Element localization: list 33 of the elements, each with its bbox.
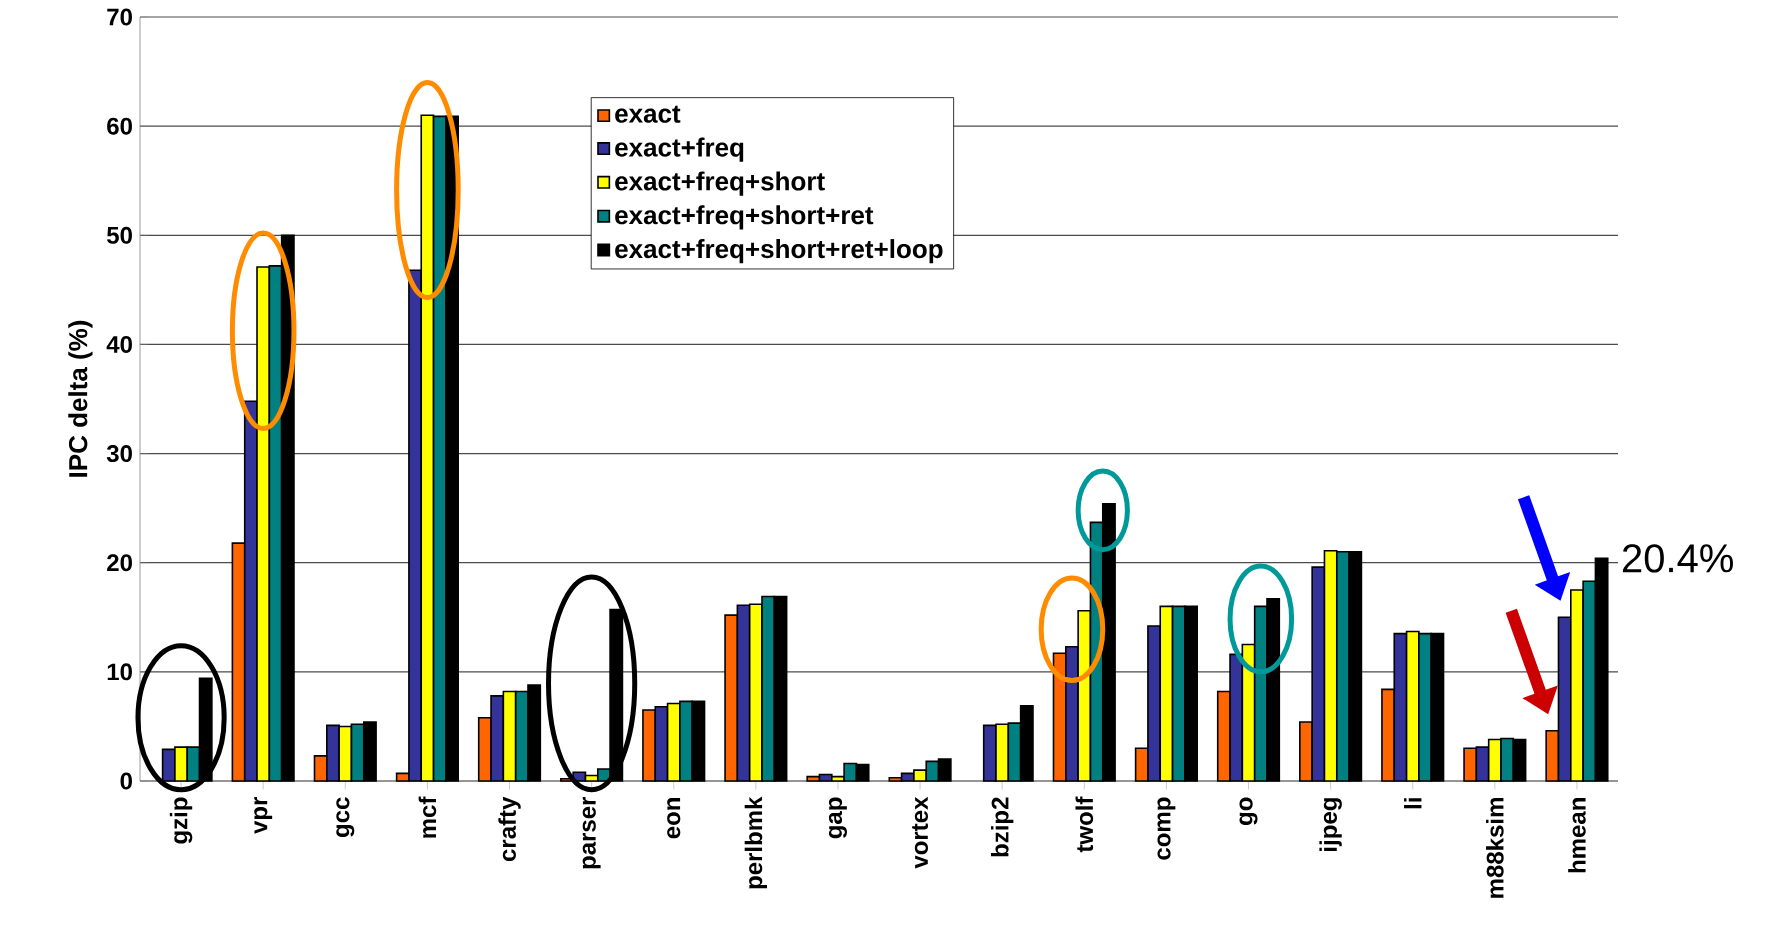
x-tick-label: hmean [1568,798,1586,873]
text: 20.4% [1622,544,1733,573]
legend-label: exact+freq [615,137,744,162]
y-tick-label: 0 [120,772,132,790]
x-tick-label: go [1239,797,1258,825]
x-tick-label: vortex [912,796,928,869]
legend-label: exact [615,105,681,123]
x-tick-label: vpr [254,796,273,834]
x-tick-label: twolf [1075,796,1094,853]
y-axis-title: IPC delta (%) [68,320,93,477]
y-tick-label: 40 [106,335,132,353]
x-tick-label: ijpeg [1319,798,1342,851]
x-tick-label: gap [828,797,847,839]
legend-label: exact+freq+short [615,171,825,196]
y-tick-label: 10 [107,663,132,681]
y-tick-label: 50 [107,226,132,244]
legend-label: exact+freq+short+ret [615,205,874,230]
x-tick-label: m88ksim [1486,798,1504,898]
x-tick-label: comp [1157,797,1176,860]
x-tick-label: gcc [336,797,355,837]
y-tick-label: 20 [107,554,132,572]
y-tick-label: 60 [107,117,132,135]
x-tick-label: li [1404,798,1422,809]
y-tick-label: 30 [106,445,132,463]
x-tick-label: bzip2 [991,797,1014,857]
x-tick-label: eon [667,798,681,839]
x-tick-label: mcf [418,796,437,838]
x-tick-label: gzip [169,797,193,844]
x-tick-label: perlbmk [744,796,768,889]
legend-label: exact+freq+short+ret+loop [615,239,943,264]
x-tick-label: parser [582,796,601,869]
y-tick-label: 70 [107,8,132,26]
x-tick-label: crafty [498,796,521,862]
